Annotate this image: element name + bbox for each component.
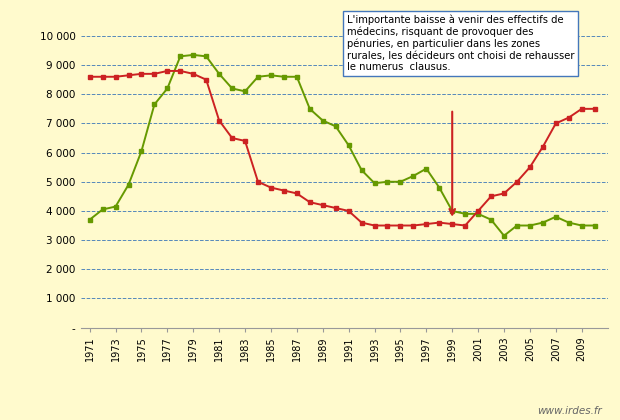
Numerus clausus (190, 71, 197, 76)
Diplômes (397, 179, 404, 184)
Diplômes (345, 143, 352, 148)
Numerus clausus (397, 223, 404, 228)
Diplômes (190, 52, 197, 58)
Diplômes (371, 181, 378, 186)
Diplômes (487, 217, 495, 222)
Diplômes (539, 220, 547, 225)
Diplômes (513, 223, 521, 228)
Diplômes (280, 74, 288, 79)
Numerus clausus (293, 191, 301, 196)
Diplômes (319, 118, 327, 123)
Numerus clausus (448, 221, 456, 226)
Diplômes (410, 173, 417, 178)
Numerus clausus (241, 139, 249, 144)
Diplômes (552, 214, 559, 219)
Diplômes (384, 179, 391, 184)
Line: Numerus clausus: Numerus clausus (87, 68, 597, 228)
Numerus clausus (384, 223, 391, 228)
Diplômes (241, 89, 249, 94)
Numerus clausus (474, 208, 482, 213)
Numerus clausus (513, 179, 521, 184)
Numerus clausus (306, 200, 314, 205)
Diplômes (112, 204, 119, 209)
Numerus clausus (526, 165, 534, 170)
Diplômes (500, 233, 508, 238)
Numerus clausus (203, 77, 210, 82)
Numerus clausus (461, 223, 469, 228)
Numerus clausus (358, 220, 365, 225)
Diplômes (99, 207, 107, 212)
Diplômes (565, 220, 572, 225)
Diplômes (151, 102, 158, 107)
Text: L'importante baisse à venir des effectifs de
médecins, risquant de provoquer des: L'importante baisse à venir des effectif… (347, 14, 574, 72)
Diplômes (228, 86, 236, 91)
Numerus clausus (125, 73, 132, 78)
Diplômes (125, 182, 132, 187)
Numerus clausus (319, 202, 327, 207)
Numerus clausus (591, 106, 598, 111)
Numerus clausus (345, 208, 352, 213)
Numerus clausus (267, 185, 275, 190)
Numerus clausus (280, 188, 288, 193)
Numerus clausus (254, 179, 262, 184)
Numerus clausus (539, 144, 547, 149)
Numerus clausus (552, 121, 559, 126)
Numerus clausus (138, 71, 145, 76)
Numerus clausus (500, 191, 508, 196)
Diplômes (267, 73, 275, 78)
Line: Diplômes: Diplômes (87, 52, 597, 238)
Numerus clausus (371, 223, 378, 228)
Numerus clausus (423, 221, 430, 226)
Numerus clausus (436, 220, 443, 225)
Diplômes (164, 86, 171, 91)
Numerus clausus (215, 118, 223, 123)
Numerus clausus (99, 74, 107, 79)
Numerus clausus (86, 74, 94, 79)
Numerus clausus (578, 106, 585, 111)
Diplômes (86, 217, 94, 222)
Numerus clausus (151, 71, 158, 76)
Diplômes (448, 208, 456, 213)
Diplômes (215, 71, 223, 76)
Text: www.irdes.fr: www.irdes.fr (537, 406, 601, 416)
Numerus clausus (410, 223, 417, 228)
Diplômes (177, 54, 184, 59)
Numerus clausus (332, 205, 339, 210)
Diplômes (293, 74, 301, 79)
Diplômes (203, 54, 210, 59)
Numerus clausus (112, 74, 119, 79)
Diplômes (474, 211, 482, 216)
Diplômes (591, 223, 598, 228)
Diplômes (306, 106, 314, 111)
Numerus clausus (228, 136, 236, 141)
Diplômes (436, 185, 443, 190)
Diplômes (578, 223, 585, 228)
Diplômes (358, 168, 365, 173)
Diplômes (461, 211, 469, 216)
Numerus clausus (565, 115, 572, 120)
Diplômes (332, 124, 339, 129)
Diplômes (138, 149, 145, 154)
Diplômes (254, 74, 262, 79)
Diplômes (526, 223, 534, 228)
Numerus clausus (487, 194, 495, 199)
Diplômes (423, 166, 430, 171)
Numerus clausus (164, 68, 171, 74)
Numerus clausus (177, 68, 184, 74)
